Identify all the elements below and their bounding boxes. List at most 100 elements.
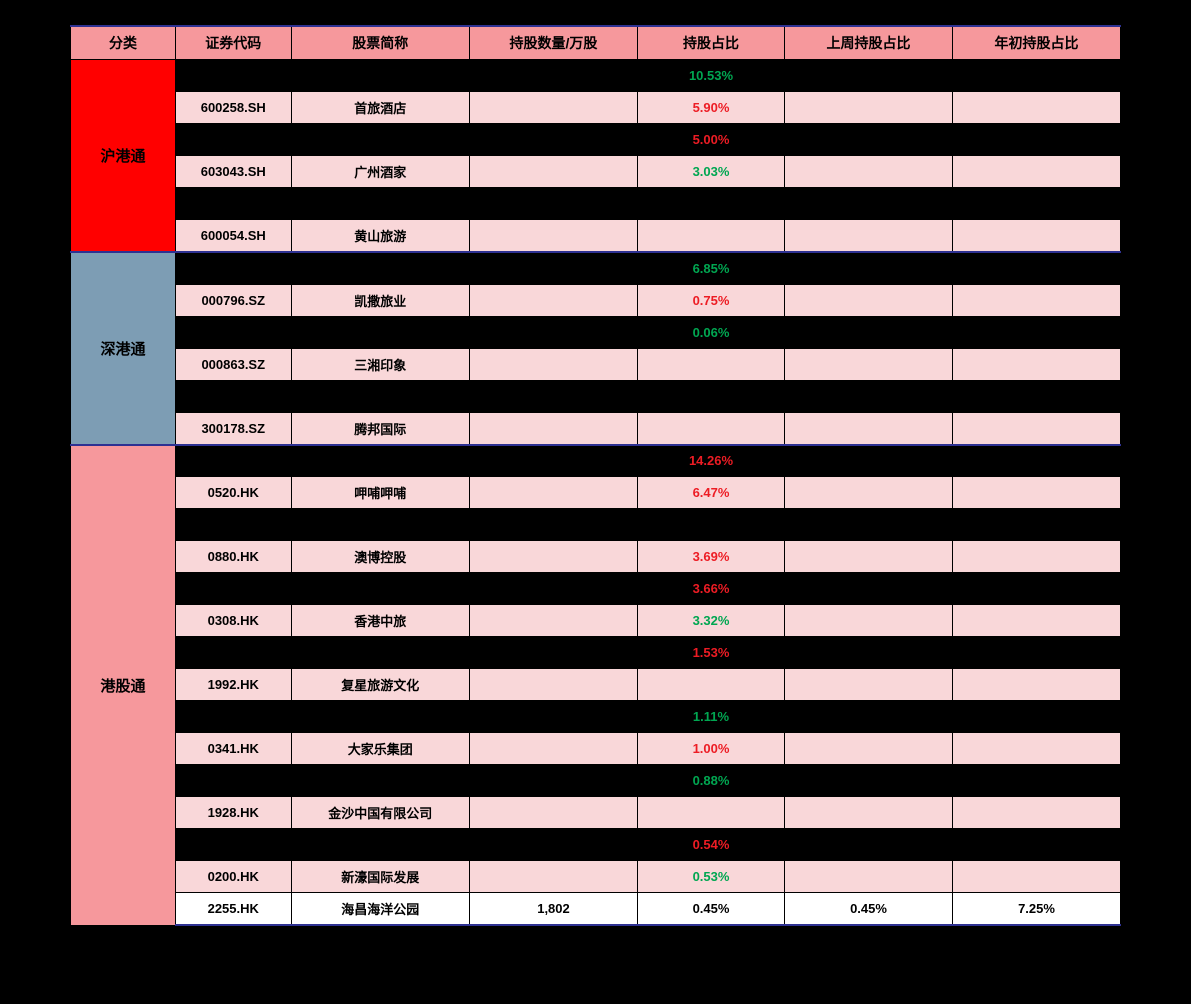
cell-start (953, 348, 1121, 380)
table-row: 0341.HK大家乐集团1.00% (71, 733, 1121, 765)
col-header-4: 持股占比 (638, 26, 785, 60)
table-row: 港股通14.26% (71, 445, 1121, 477)
cell-code: 0520.HK (176, 477, 292, 509)
table-row: 深港通6.85% (71, 252, 1121, 284)
cell-code: 600054.SH (176, 220, 292, 253)
cell-code (176, 252, 292, 284)
table-row: 2255.HK海昌海洋公园1,8020.45%0.45%7.25% (71, 893, 1121, 926)
cell-code (176, 445, 292, 477)
table-row: 1928.HK金沙中国有限公司 (71, 797, 1121, 829)
cell-qty (470, 765, 638, 797)
cell-code: 1928.HK (176, 797, 292, 829)
table-row: 000863.SZ三湘印象 (71, 348, 1121, 380)
cell-pct (638, 188, 785, 220)
col-header-0: 分类 (71, 26, 176, 60)
cell-code (176, 637, 292, 669)
cell-name: 首旅酒店 (291, 92, 470, 124)
table-row: 603043.SH广州酒家3.03% (71, 156, 1121, 188)
cell-start (953, 412, 1121, 445)
cell-name: 广州酒家 (291, 156, 470, 188)
cell-name: 黄山旅游 (291, 220, 470, 253)
table-row: 0200.HK新濠国际发展0.53% (71, 861, 1121, 893)
cell-prev (785, 348, 953, 380)
cell-qty (470, 316, 638, 348)
cell-name (291, 60, 470, 92)
cell-name (291, 124, 470, 156)
cell-name: 海昌海洋公园 (291, 893, 470, 926)
cell-pct: 0.75% (638, 284, 785, 316)
cell-prev (785, 445, 953, 477)
cell-name (291, 380, 470, 412)
cell-prev (785, 509, 953, 541)
table-row: 0308.HK香港中旅3.32% (71, 605, 1121, 637)
cell-qty (470, 605, 638, 637)
cell-name: 凯撒旅业 (291, 284, 470, 316)
cell-qty (470, 380, 638, 412)
cell-prev (785, 380, 953, 412)
cell-prev (785, 541, 953, 573)
cell-code: 1992.HK (176, 669, 292, 701)
cell-pct (638, 412, 785, 445)
col-header-2: 股票简称 (291, 26, 470, 60)
cell-qty (470, 445, 638, 477)
cell-prev (785, 573, 953, 605)
col-header-3: 持股数量/万股 (470, 26, 638, 60)
cell-qty (470, 797, 638, 829)
cell-start (953, 829, 1121, 861)
cell-prev (785, 252, 953, 284)
cell-code: 0880.HK (176, 541, 292, 573)
cell-name (291, 829, 470, 861)
cell-qty (470, 637, 638, 669)
cell-name: 大家乐集团 (291, 733, 470, 765)
cell-code (176, 829, 292, 861)
cell-qty (470, 541, 638, 573)
cell-prev (785, 605, 953, 637)
cell-code (176, 124, 292, 156)
cell-code (176, 60, 292, 92)
cell-start (953, 316, 1121, 348)
cell-code: 600258.SH (176, 92, 292, 124)
table-row: 600054.SH黄山旅游 (71, 220, 1121, 253)
cell-start (953, 156, 1121, 188)
cell-code (176, 380, 292, 412)
cell-qty (470, 509, 638, 541)
cell-name: 澳博控股 (291, 541, 470, 573)
cell-qty (470, 669, 638, 701)
cell-start (953, 445, 1121, 477)
cell-start (953, 701, 1121, 733)
table-row: 0.06% (71, 316, 1121, 348)
cell-name (291, 701, 470, 733)
cell-prev (785, 220, 953, 253)
cell-pct: 14.26% (638, 445, 785, 477)
cell-name (291, 188, 470, 220)
cell-pct: 0.88% (638, 765, 785, 797)
category-cell: 港股通 (71, 445, 176, 926)
cell-prev (785, 829, 953, 861)
cell-start (953, 637, 1121, 669)
cell-start (953, 509, 1121, 541)
cell-prev (785, 669, 953, 701)
cell-name (291, 637, 470, 669)
cell-pct (638, 380, 785, 412)
cell-qty (470, 252, 638, 284)
cell-pct: 3.32% (638, 605, 785, 637)
cell-code (176, 573, 292, 605)
cell-qty (470, 124, 638, 156)
cell-qty (470, 92, 638, 124)
cell-name: 金沙中国有限公司 (291, 797, 470, 829)
cell-prev (785, 60, 953, 92)
cell-qty (470, 733, 638, 765)
cell-start (953, 573, 1121, 605)
cell-name: 复星旅游文化 (291, 669, 470, 701)
cell-prev (785, 412, 953, 445)
cell-prev (785, 765, 953, 797)
cell-start (953, 188, 1121, 220)
cell-prev (785, 188, 953, 220)
table-row (71, 188, 1121, 220)
category-cell: 深港通 (71, 252, 176, 445)
cell-name: 三湘印象 (291, 348, 470, 380)
cell-start (953, 220, 1121, 253)
cell-name (291, 445, 470, 477)
category-cell: 沪港通 (71, 60, 176, 253)
cell-qty (470, 412, 638, 445)
